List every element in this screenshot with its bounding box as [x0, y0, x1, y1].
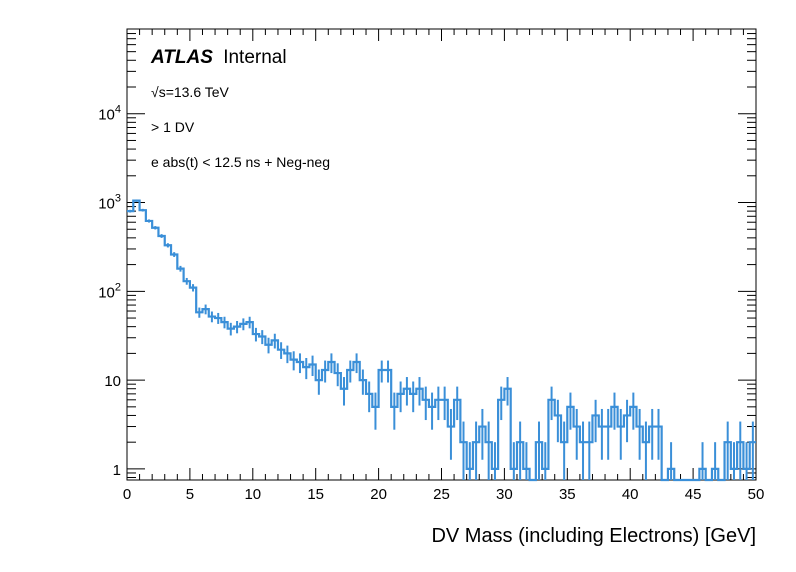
y-tick-exponent: 4	[115, 104, 121, 116]
y-tick-base: 10	[98, 196, 115, 213]
y-tick-exponent: 2	[115, 281, 121, 293]
x-tick-label: 40	[622, 486, 639, 503]
series-layer	[127, 199, 756, 482]
selection-label: > 1 DV	[151, 119, 195, 135]
y-tick-label: 1	[113, 462, 121, 479]
x-tick-label: 45	[685, 486, 702, 503]
y-tick-base: 1	[113, 462, 121, 479]
y-tick-label: 10	[104, 373, 121, 390]
x-tick-label: 20	[370, 486, 387, 503]
x-tick-label: 50	[748, 486, 765, 503]
energy-text: s=13.6 TeV	[159, 84, 230, 100]
x-tick-label: 0	[123, 486, 131, 503]
histogram-outline	[127, 199, 756, 482]
major-ticks	[126, 29, 757, 480]
y-tick-label: 103	[98, 193, 121, 213]
y-tick-label: 102	[98, 281, 121, 301]
x-tick-labels: 0 5 10 15 20 25 30 35 40 45 50	[123, 486, 765, 503]
y-tick-base: 10	[98, 284, 115, 301]
y-tick-label: 104	[98, 104, 121, 124]
x-tick-label: 30	[496, 486, 513, 503]
x-tick-label: 5	[186, 486, 194, 503]
x-tick-label: 10	[244, 486, 261, 503]
y-tick-base: 10	[98, 107, 115, 124]
atlas-bold: ATLAS	[150, 47, 213, 68]
x-tick-label: 35	[559, 486, 576, 503]
cut-label: e abs(t) < 12.5 ns + Neg-neg	[151, 154, 330, 170]
x-tick-label: 15	[307, 486, 324, 503]
minor-ticks	[127, 28, 756, 480]
x-axis-label: DV Mass (including Electrons) [GeV]	[431, 525, 756, 547]
y-tick-base: 10	[104, 373, 121, 390]
energy-label: √s=13.6 TeV	[151, 84, 230, 100]
atlas-label: ATLAS Internal	[150, 47, 287, 68]
atlas-internal: Internal	[223, 47, 286, 68]
y-tick-exponent: 3	[115, 193, 121, 205]
x-tick-label: 25	[433, 486, 450, 503]
energy-sqrt: √	[151, 84, 159, 100]
